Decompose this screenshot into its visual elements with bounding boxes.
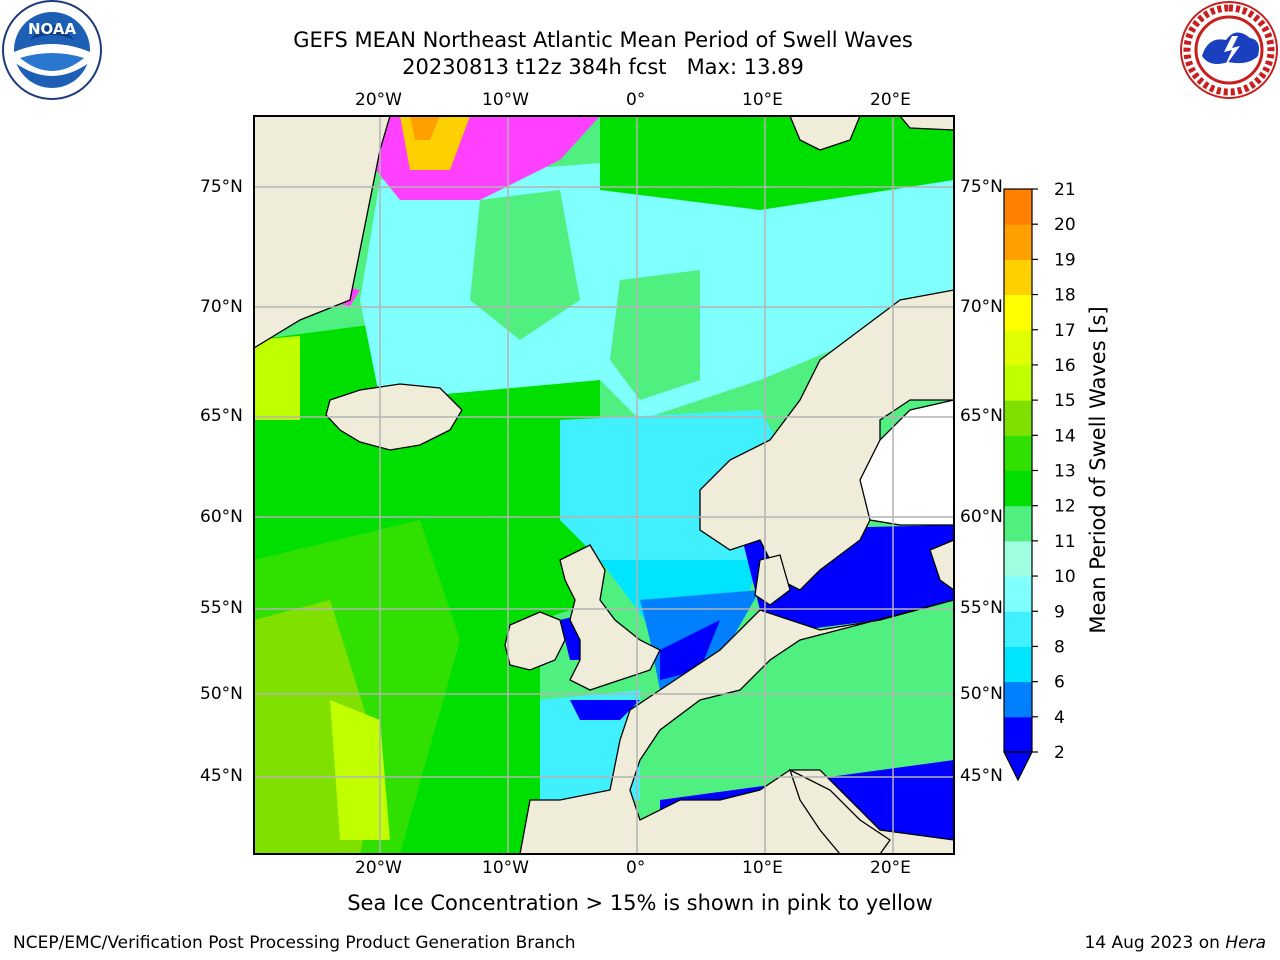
- colorbar-label: Mean Period of Swell Waves [s]: [1086, 306, 1110, 634]
- noaa-logo: NOAA: [2, 0, 102, 100]
- lon-tick-bottom: 10°W: [482, 858, 529, 878]
- lon-tick-top: 20°W: [355, 90, 402, 110]
- map-caption: Sea Ice Concentration > 15% is shown in …: [347, 891, 933, 915]
- page-title: GEFS MEAN Northeast Atlantic Mean Period…: [293, 28, 913, 52]
- lon-tick-bottom: 20°W: [355, 858, 402, 878]
- lat-tick-left: 70°N: [200, 297, 243, 317]
- footer-credit: NCEP/EMC/Verification Post Processing Pr…: [13, 933, 576, 953]
- lon-tick-bottom: 0°: [626, 858, 646, 878]
- footer-date: 14 Aug 2023 on Hera: [1084, 933, 1266, 953]
- map-field: [254, 116, 954, 854]
- nws-logo: [1180, 1, 1278, 99]
- lon-tick-bottom: 20°E: [870, 858, 911, 878]
- lat-tick-right: 50°N: [960, 684, 1003, 704]
- lon-tick-top: 0°: [626, 90, 646, 110]
- lon-tick-bottom: 10°E: [742, 858, 783, 878]
- lat-tick-right: 60°N: [960, 507, 1003, 527]
- lat-tick-right: 70°N: [960, 297, 1003, 317]
- footer-host: Hera: [1225, 933, 1266, 953]
- lat-tick-left: 65°N: [200, 406, 243, 426]
- map-graticule: [254, 116, 954, 854]
- lat-tick-right: 75°N: [960, 177, 1003, 197]
- lat-tick-right: 65°N: [960, 406, 1003, 426]
- noaa-logo-text: NOAA: [28, 20, 77, 38]
- lat-tick-left: 60°N: [200, 507, 243, 527]
- lat-tick-left: 55°N: [200, 598, 243, 618]
- lat-tick-left: 75°N: [200, 177, 243, 197]
- lon-tick-top: 20°E: [870, 90, 911, 110]
- lon-tick-top: 10°E: [742, 90, 783, 110]
- footer-date-text: 14 Aug 2023 on: [1084, 933, 1226, 953]
- map-border: [253, 115, 955, 855]
- lat-tick-left: 45°N: [200, 766, 243, 786]
- lat-tick-left: 50°N: [200, 684, 243, 704]
- page-subtitle: 20230813 t12z 384h fcst Max: 13.89: [402, 55, 804, 79]
- lon-tick-top: 10°W: [482, 90, 529, 110]
- lat-tick-right: 45°N: [960, 766, 1003, 786]
- lat-tick-right: 55°N: [960, 598, 1003, 618]
